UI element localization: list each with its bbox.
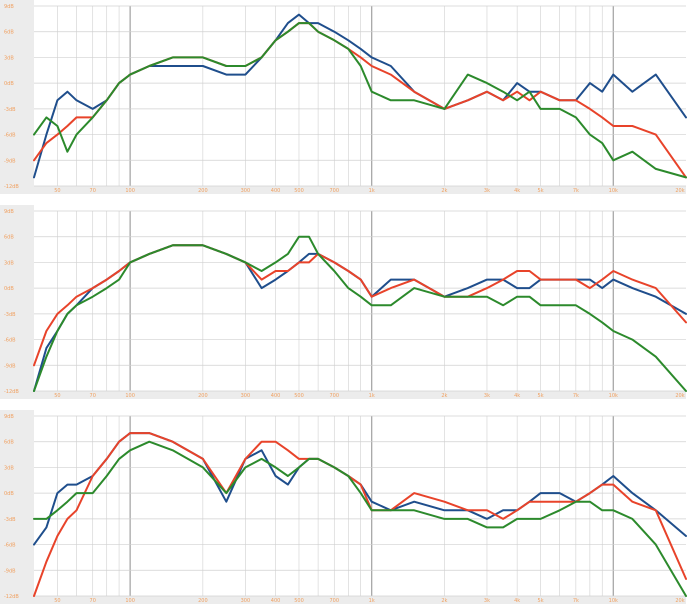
x-tick-label: 1k — [369, 598, 375, 604]
x-tick-label: 500 — [294, 393, 304, 399]
x-tick-label: 100 — [125, 598, 135, 604]
x-tick-label: 70 — [90, 393, 96, 399]
y-tick-label: 6dB — [4, 30, 14, 36]
series-line-green — [33, 22, 687, 179]
chart-panel-1: 9dB 6dB 3dB 0dB -3dB -6dB -9dB -12dB 50 70 100 200 3… — [0, 0, 692, 195]
y-axis-strip — [0, 410, 34, 604]
x-tick-label: 500 — [294, 188, 304, 194]
chart-panel-2: 9dB 6dB 3dB 0dB -3dB -6dB -9dB -12dB 50 70 100 200 3… — [0, 205, 692, 400]
x-tick-label: 1k — [369, 393, 375, 399]
x-axis-strip — [34, 391, 686, 399]
x-tick-label: 5k — [538, 393, 544, 399]
x-tick-label: 20k — [675, 188, 684, 194]
x-tick-label: 300 — [241, 393, 251, 399]
y-tick-label: -6dB — [4, 338, 16, 344]
x-tick-label: 70 — [90, 598, 96, 604]
y-tick-label: 6dB — [4, 235, 14, 241]
x-tick-label: 200 — [198, 393, 208, 399]
y-tick-label: -9dB — [4, 568, 16, 574]
x-tick-label: 7k — [573, 598, 579, 604]
x-tick-label: 300 — [241, 188, 251, 194]
x-tick-label: 10k — [609, 188, 618, 194]
series-line-red — [33, 22, 687, 179]
x-tick-label: 50 — [54, 188, 60, 194]
x-tick-label: 700 — [330, 598, 340, 604]
series-line-green — [33, 235, 687, 392]
y-tick-label: -3dB — [4, 312, 16, 318]
y-axis-strip — [0, 205, 34, 399]
x-tick-label: 2k — [441, 188, 447, 194]
x-tick-label: 4k — [514, 598, 520, 604]
y-tick-label: -6dB — [4, 543, 16, 549]
x-axis-strip — [34, 186, 686, 194]
y-tick-label: 0dB — [4, 286, 14, 292]
y-tick-label: 3dB — [4, 465, 14, 471]
x-tick-label: 5k — [538, 598, 544, 604]
y-tick-label: 3dB — [4, 260, 14, 266]
x-tick-label: 4k — [514, 393, 520, 399]
y-tick-label: -12dB — [4, 184, 19, 190]
x-tick-label: 100 — [125, 393, 135, 399]
x-tick-label: 4k — [514, 188, 520, 194]
y-tick-label: -9dB — [4, 363, 16, 369]
y-tick-label: 0dB — [4, 81, 14, 87]
x-tick-label: 400 — [271, 188, 281, 194]
x-tick-label: 2k — [441, 393, 447, 399]
y-tick-label: -12dB — [4, 389, 19, 395]
x-tick-label: 10k — [609, 598, 618, 604]
x-tick-label: 100 — [125, 188, 135, 194]
y-tick-label: -12dB — [4, 594, 19, 600]
x-tick-label: 50 — [54, 598, 60, 604]
y-tick-label: 9dB — [4, 414, 14, 420]
x-tick-label: 3k — [484, 188, 490, 194]
x-tick-label: 700 — [330, 393, 340, 399]
x-tick-label: 50 — [54, 393, 60, 399]
y-tick-label: 0dB — [4, 491, 14, 497]
x-axis-strip — [34, 596, 686, 604]
x-tick-label: 70 — [90, 188, 96, 194]
y-tick-label: -3dB — [4, 107, 16, 113]
y-tick-label: 6dB — [4, 440, 14, 446]
y-tick-label: -3dB — [4, 517, 16, 523]
x-tick-label: 5k — [538, 188, 544, 194]
y-axis-strip — [0, 0, 34, 194]
frequency-response-chart-2: 9dB 6dB 3dB 0dB -3dB -6dB -9dB -12dB 50 70 100 200 3… — [0, 205, 687, 399]
frequency-response-chart-3: 9dB 6dB 3dB 0dB -3dB -6dB -9dB -12dB 50 70 100 200 3… — [0, 410, 687, 604]
series-line-red — [33, 432, 687, 597]
x-tick-label: 700 — [330, 188, 340, 194]
x-tick-label: 3k — [484, 598, 490, 604]
x-tick-label: 7k — [573, 188, 579, 194]
x-tick-label: 200 — [198, 598, 208, 604]
series-line-blue — [33, 13, 687, 179]
x-tick-label: 3k — [484, 393, 490, 399]
y-tick-label: -6dB — [4, 133, 16, 139]
x-tick-label: 20k — [675, 393, 684, 399]
series-line-green — [33, 440, 687, 597]
x-tick-label: 10k — [609, 393, 618, 399]
frequency-response-chart-1: 9dB 6dB 3dB 0dB -3dB -6dB -9dB -12dB 50 70 100 200 3… — [0, 0, 687, 194]
y-tick-label: 3dB — [4, 55, 14, 61]
chart-panel-3: 9dB 6dB 3dB 0dB -3dB -6dB -9dB -12dB 50 70 100 200 3… — [0, 410, 692, 605]
x-tick-label: 1k — [369, 188, 375, 194]
x-tick-label: 400 — [271, 393, 281, 399]
x-tick-label: 300 — [241, 598, 251, 604]
series-line-blue — [33, 244, 687, 392]
x-tick-label: 7k — [573, 393, 579, 399]
x-tick-label: 20k — [675, 598, 684, 604]
x-tick-label: 2k — [441, 598, 447, 604]
series-line-red — [33, 244, 687, 367]
y-tick-label: 9dB — [4, 4, 14, 10]
x-tick-label: 500 — [294, 598, 304, 604]
y-tick-label: 9dB — [4, 209, 14, 215]
y-tick-label: -9dB — [4, 158, 16, 164]
x-tick-label: 200 — [198, 188, 208, 194]
x-tick-label: 400 — [271, 598, 281, 604]
